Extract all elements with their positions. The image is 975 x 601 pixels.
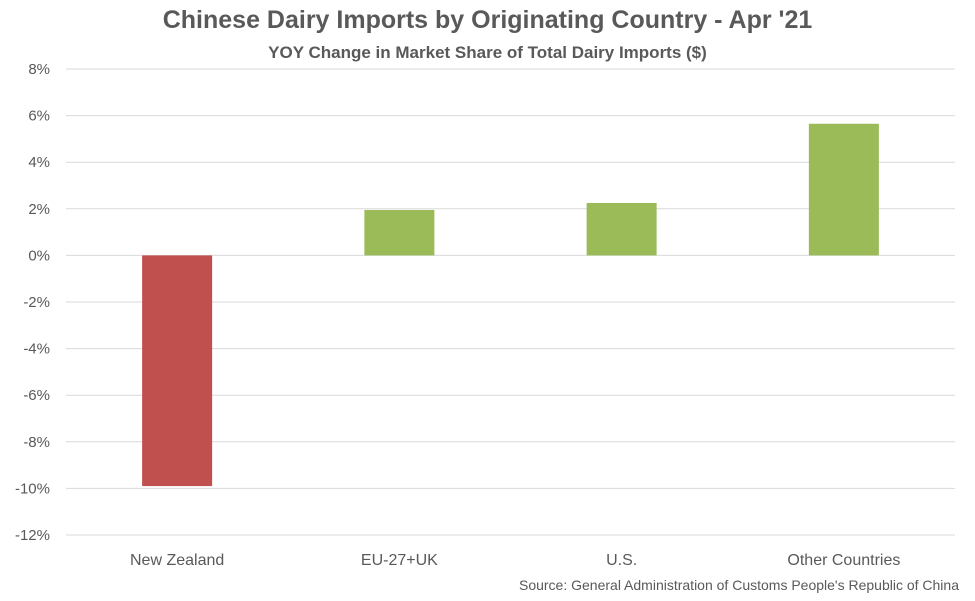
y-tick-label: 0% [28, 247, 50, 264]
bars [142, 123, 879, 487]
y-tick-label: -8% [23, 434, 50, 451]
y-tick-label: -2% [23, 294, 50, 311]
chart-subtitle: YOY Change in Market Share of Total Dair… [268, 43, 707, 62]
bar [364, 209, 435, 256]
y-tick-label: -12% [15, 527, 50, 544]
y-tick-label: 4% [28, 154, 50, 171]
chart-title: Chinese Dairy Imports by Originating Cou… [162, 6, 813, 34]
y-tick-label: 6% [28, 108, 50, 125]
y-axis-tick-labels: 8% 6% 4% 2% 0% -2% -4% -6% -8% -10% -12% [15, 61, 50, 544]
gridlines [66, 68, 955, 536]
source-note: Source: General Administration of Custom… [518, 577, 959, 593]
x-category-label: New Zealand [130, 552, 224, 569]
y-tick-label: 2% [28, 201, 50, 218]
bar [586, 202, 657, 256]
bar [808, 123, 879, 256]
y-tick-label: -10% [15, 480, 50, 497]
x-category-label: EU-27+UK [361, 552, 438, 569]
x-axis-category-labels: New Zealand EU-27+UK U.S. Other Countries [130, 552, 900, 569]
y-tick-label: 8% [28, 61, 50, 78]
bar [142, 255, 213, 487]
x-category-label: Other Countries [787, 552, 900, 569]
y-tick-label: -4% [23, 341, 50, 358]
y-tick-label: -6% [23, 387, 50, 404]
x-category-label: U.S. [606, 552, 637, 569]
